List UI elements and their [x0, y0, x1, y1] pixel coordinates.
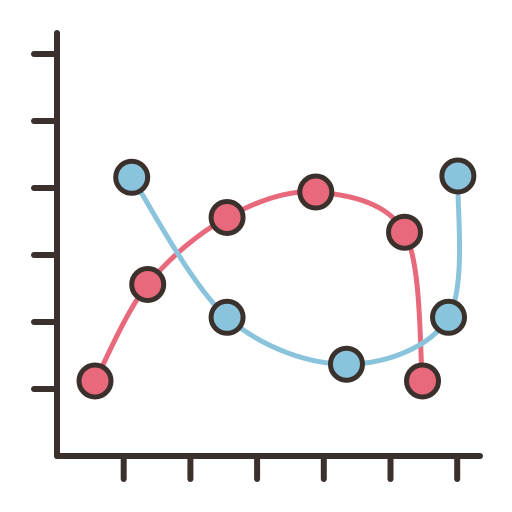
series-2-line	[129, 173, 463, 367]
series-1-point-2	[129, 265, 167, 303]
series-1-point-4	[297, 173, 335, 211]
series-1-point-6	[404, 362, 442, 400]
axes	[31, 30, 483, 482]
series-1-point-1	[76, 362, 114, 400]
series-points	[76, 157, 477, 400]
series-2-point-4	[430, 298, 468, 336]
series-2-point-5	[439, 157, 477, 195]
series-2-point-2	[208, 298, 246, 336]
series-2-point-3	[327, 345, 365, 383]
series-1-point-3	[208, 198, 246, 236]
series-2-point-1	[113, 158, 151, 196]
series-1-point-5	[386, 213, 424, 251]
